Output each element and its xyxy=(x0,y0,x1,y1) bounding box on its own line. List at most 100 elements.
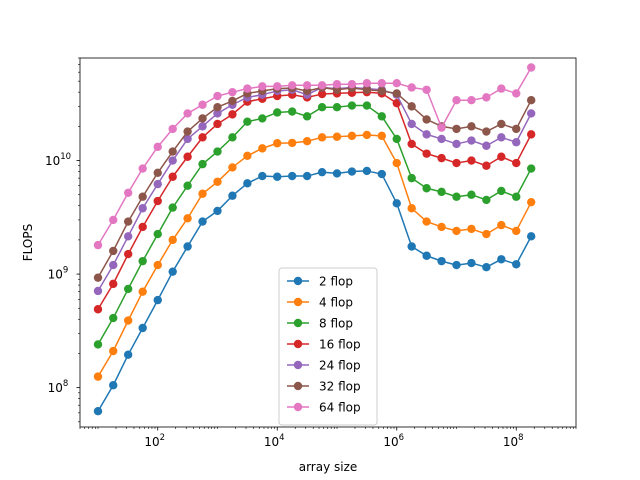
data-point xyxy=(452,124,461,134)
data-point xyxy=(332,169,342,178)
y-axis: 108 109 1010 xyxy=(45,57,80,423)
data-point xyxy=(228,163,237,172)
legend-marker xyxy=(293,318,303,328)
data-point xyxy=(422,130,431,139)
data-point xyxy=(168,235,177,245)
data-point xyxy=(362,130,372,140)
data-point xyxy=(258,82,267,91)
x-tick-label: 106 xyxy=(383,433,404,449)
data-point xyxy=(153,295,162,305)
data-point xyxy=(362,101,372,110)
data-point xyxy=(273,108,282,117)
data-point xyxy=(258,114,267,123)
data-point xyxy=(109,279,118,289)
data-point xyxy=(213,206,222,216)
data-point xyxy=(243,117,252,126)
legend-item: 16 flop xyxy=(287,338,361,352)
data-point xyxy=(377,131,387,141)
data-point xyxy=(93,286,103,296)
legend-label: 2 flop xyxy=(319,275,353,289)
series-2-flop xyxy=(93,166,536,416)
data-point xyxy=(198,159,207,169)
legend-item: 4 flop xyxy=(287,296,353,310)
legend-marker xyxy=(293,297,303,307)
data-point xyxy=(317,81,327,90)
legend-marker xyxy=(293,276,303,286)
x-axis-label: array size xyxy=(299,460,358,474)
series-64-flop xyxy=(93,63,536,250)
legend-label: 8 flop xyxy=(319,317,353,331)
data-point xyxy=(228,110,237,119)
data-point xyxy=(407,139,416,149)
data-point xyxy=(467,136,476,145)
data-point xyxy=(138,256,147,266)
data-point xyxy=(377,112,387,121)
data-point xyxy=(138,204,147,213)
data-point xyxy=(183,181,192,190)
data-point xyxy=(482,229,491,239)
data-point xyxy=(512,192,521,201)
series-4-flop xyxy=(93,130,536,381)
legend-item: 64 flop xyxy=(287,401,361,415)
data-point xyxy=(512,260,521,269)
data-point xyxy=(347,131,357,141)
data-point xyxy=(213,177,222,186)
data-point xyxy=(422,149,431,158)
data-point xyxy=(362,166,372,176)
data-point xyxy=(287,81,297,90)
data-point xyxy=(123,188,133,197)
data-point xyxy=(467,258,476,268)
data-point xyxy=(243,151,252,161)
data-point xyxy=(168,156,177,165)
data-point xyxy=(228,133,237,142)
data-point xyxy=(109,346,118,356)
data-point xyxy=(526,164,536,173)
data-point xyxy=(392,98,401,108)
data-point xyxy=(302,171,312,181)
data-point xyxy=(153,196,162,206)
legend-label: 64 flop xyxy=(319,401,361,415)
data-point xyxy=(273,139,282,148)
data-point xyxy=(123,350,133,359)
data-point xyxy=(273,172,282,181)
data-point xyxy=(497,84,506,93)
data-point xyxy=(198,217,207,226)
legend-marker xyxy=(293,381,303,391)
data-point xyxy=(213,102,222,112)
data-point xyxy=(243,179,252,188)
data-point xyxy=(168,203,177,212)
data-point xyxy=(422,115,431,124)
data-point xyxy=(302,137,312,146)
data-point xyxy=(497,152,506,161)
data-point xyxy=(93,340,103,349)
data-point xyxy=(317,167,327,177)
data-point xyxy=(422,184,431,193)
data-point xyxy=(467,95,476,105)
data-point xyxy=(512,89,521,98)
data-point xyxy=(168,124,177,134)
data-point xyxy=(302,112,312,121)
data-point xyxy=(109,246,118,256)
data-point xyxy=(153,168,162,177)
data-point xyxy=(407,242,416,251)
data-point xyxy=(183,109,192,118)
data-point xyxy=(213,119,222,129)
y-tick-label: 1010 xyxy=(45,152,71,168)
data-point xyxy=(437,222,446,232)
data-point xyxy=(526,197,536,207)
data-point xyxy=(168,147,177,156)
data-point xyxy=(407,204,416,213)
data-point xyxy=(482,195,491,205)
data-point xyxy=(437,134,446,144)
data-point xyxy=(138,287,147,296)
x-tick-label: 108 xyxy=(503,433,524,449)
data-point xyxy=(168,172,177,181)
data-point xyxy=(497,255,506,264)
legend-marker xyxy=(293,339,303,349)
data-point xyxy=(452,260,461,270)
data-point xyxy=(497,119,506,129)
legend-label: 16 flop xyxy=(319,338,361,352)
data-point xyxy=(392,158,401,168)
data-point xyxy=(332,102,342,112)
data-point xyxy=(407,173,416,183)
